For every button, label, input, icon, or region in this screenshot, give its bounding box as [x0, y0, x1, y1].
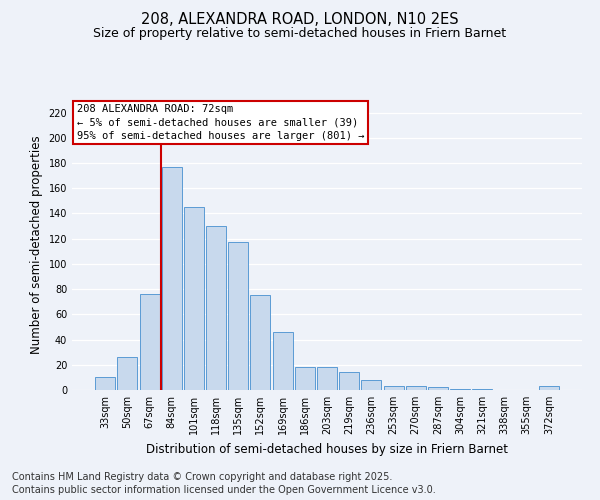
Bar — [95, 378, 115, 390]
X-axis label: Distribution of semi-detached houses by size in Friern Barnet: Distribution of semi-detached houses by … — [146, 442, 508, 456]
Bar — [339, 372, 359, 390]
Bar — [184, 207, 204, 390]
Text: Size of property relative to semi-detached houses in Friern Barnet: Size of property relative to semi-detach… — [94, 28, 506, 40]
Bar — [140, 294, 160, 390]
Bar — [383, 386, 404, 390]
Bar — [206, 226, 226, 390]
Bar — [450, 388, 470, 390]
Bar — [118, 357, 137, 390]
Bar — [295, 368, 315, 390]
Bar — [317, 368, 337, 390]
Y-axis label: Number of semi-detached properties: Number of semi-detached properties — [30, 136, 43, 354]
Bar — [250, 296, 271, 390]
Text: Contains HM Land Registry data © Crown copyright and database right 2025.: Contains HM Land Registry data © Crown c… — [12, 472, 392, 482]
Text: Contains public sector information licensed under the Open Government Licence v3: Contains public sector information licen… — [12, 485, 436, 495]
Text: 208, ALEXANDRA ROAD, LONDON, N10 2ES: 208, ALEXANDRA ROAD, LONDON, N10 2ES — [141, 12, 459, 28]
Bar — [162, 167, 182, 390]
Bar — [539, 386, 559, 390]
Text: 208 ALEXANDRA ROAD: 72sqm
← 5% of semi-detached houses are smaller (39)
95% of s: 208 ALEXANDRA ROAD: 72sqm ← 5% of semi-d… — [77, 104, 365, 141]
Bar — [361, 380, 382, 390]
Bar — [472, 388, 492, 390]
Bar — [406, 386, 426, 390]
Bar — [272, 332, 293, 390]
Bar — [428, 388, 448, 390]
Bar — [228, 242, 248, 390]
